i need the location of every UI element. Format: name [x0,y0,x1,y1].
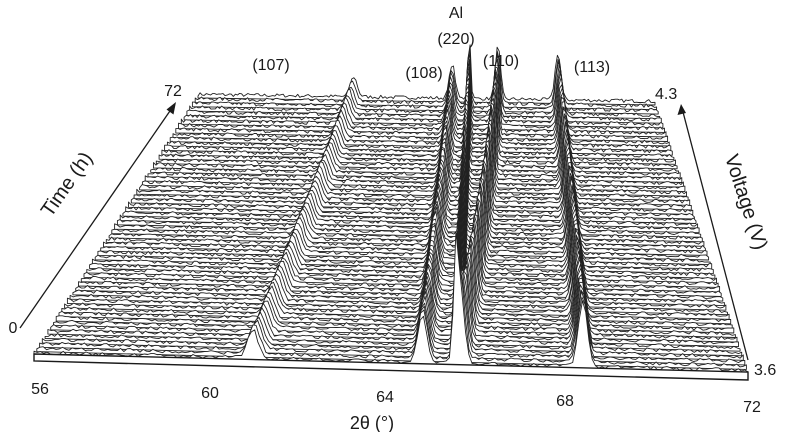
diffraction-trace-26 [105,173,708,256]
diffraction-trace-23 [97,184,713,270]
diffraction-trace-3 [41,241,744,361]
x-axis: 56 60 64 68 72 2θ (°) [31,381,761,432]
diffraction-trace-42 [150,116,683,183]
time-tick-0: 0 [9,320,18,337]
diffraction-trace-15 [75,215,725,307]
diffraction-trace-27 [108,170,706,252]
diffraction-trace-41 [147,120,684,188]
peak-label-113: (113) [574,59,610,76]
peak-label-108: (108) [405,65,442,82]
diffraction-trace-36 [133,137,692,211]
diffraction-trace-58 [194,48,658,111]
diffraction-trace-24 [100,180,711,266]
voltage-arrow-head [677,104,686,115]
diffraction-trace-5 [47,243,741,352]
diffraction-trace-59 [197,44,656,106]
diffraction-trace-10 [61,234,733,329]
diffraction-trace-4 [44,243,743,357]
peak-label-al: Al [449,5,463,22]
diffraction-trace-19 [86,198,719,288]
diffraction-trace-30 [116,159,702,238]
diffraction-trace-34 [128,146,695,220]
diffraction-trace-6 [50,244,739,348]
diffraction-trace-20 [89,195,717,284]
diffraction-trace-8 [55,238,736,338]
diffraction-trace-13 [69,222,728,316]
diffraction-trace-56 [189,58,661,120]
time-tick-72: 72 [164,83,182,100]
diffraction-trace-48 [166,90,673,156]
diffraction-trace-1 [36,234,747,370]
diffraction-trace-16 [78,210,724,302]
diffraction-trace-33 [125,147,697,224]
diffraction-trace-51 [175,82,669,142]
diffraction-trace-37 [136,134,691,206]
diffraction-trace-44 [155,107,680,174]
x-tick-56: 56 [31,381,49,398]
diffraction-trace-53 [180,71,665,133]
diffraction-trace-49 [169,88,672,152]
diffraction-trace-17 [80,207,722,297]
peak-label-110: (110) [483,53,519,70]
diffraction-trace-38 [139,131,689,202]
diffraction-trace-50 [172,85,670,147]
x-axis-title: 2θ (°) [350,413,394,432]
peak-labels: (107) (108) Al (220) (110) (113) [252,5,610,82]
diffraction-trace-28 [111,167,705,247]
diffraction-trace-29 [114,162,703,243]
diffraction-trace-14 [72,217,727,311]
diffraction-trace-35 [130,140,694,215]
trace-group [33,44,749,375]
time-axis-title: Time (h) [37,148,97,221]
diffraction-trace-46 [161,102,676,165]
diffraction-trace-11 [64,228,732,325]
diffraction-trace-22 [94,187,714,275]
diffraction-trace-57 [191,53,659,115]
diffraction-trace-54 [183,66,664,129]
diffraction-trace-12 [66,225,730,320]
diffraction-trace-31 [119,155,700,234]
peak-label-220: (220) [437,31,474,48]
diffraction-trace-18 [83,202,721,293]
x-tick-60: 60 [201,385,219,402]
base-frame [33,353,749,381]
diffraction-trace-2 [39,239,746,366]
diffraction-trace-39 [141,125,687,197]
diffraction-trace-7 [53,239,738,343]
diffraction-trace-0 [33,231,749,375]
diffraction-trace-55 [186,61,662,124]
diffraction-trace-9 [58,234,735,334]
x-tick-72: 72 [743,399,761,416]
diffraction-trace-47 [164,98,675,161]
diffraction-trace-43 [153,110,681,179]
diffraction-trace-21 [91,190,716,279]
x-tick-64: 64 [376,389,394,406]
diffraction-trace-25 [103,178,710,261]
diffraction-trace-52 [178,74,667,138]
time-arrow-head [166,102,176,115]
x-tick-68: 68 [556,393,574,410]
voltage-axis-title: Voltage (V) [720,152,772,253]
peak-label-107: (107) [252,57,289,74]
diffraction-trace-40 [144,124,686,193]
voltage-tick-3.6: 3.6 [754,362,776,379]
diffraction-trace-45 [158,104,678,170]
voltage-tick-4.3: 4.3 [655,86,677,103]
diffraction-trace-32 [122,151,699,229]
